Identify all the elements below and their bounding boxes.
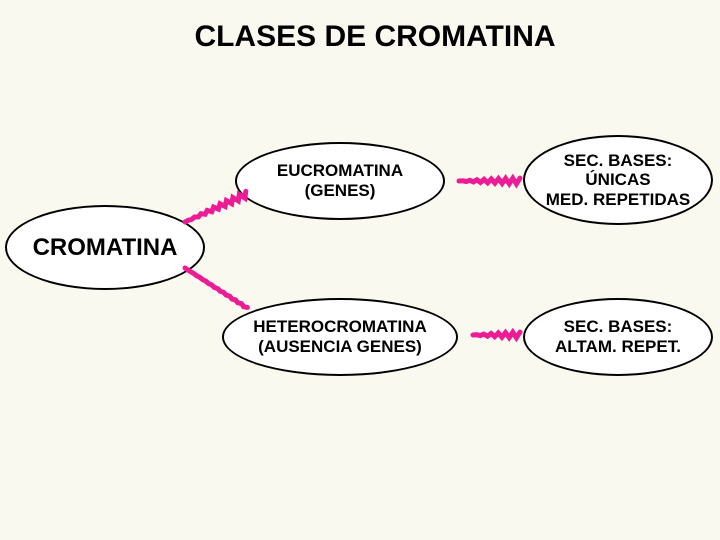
diagram-canvas: CLASES DE CROMATINA CROMATINA EUCROMATIN… [0,0,720,540]
node-text-line: ÚNICAS [546,170,691,190]
node-heterocromatina: HETEROCROMATINA(AUSENCIA GENES) [222,298,458,376]
node-cromatina: CROMATINA [5,205,205,290]
node-text-line: (GENES) [277,181,403,201]
node-text-line: SEC. BASES: [546,151,691,171]
node-text-line: MED. REPETIDAS [546,190,691,210]
node-text-line: CROMATINA [33,234,178,262]
node-text-line: HETEROCROMATINA [253,317,426,337]
node-text-line: EUCROMATINA [277,161,403,181]
node-sec-bases-altam: SEC. BASES:ALTAM. REPET. [523,298,713,376]
node-eucromatina: EUCROMATINA(GENES) [235,142,445,220]
node-text-line: ALTAM. REPET. [555,337,681,357]
node-sec-bases-unicas: SEC. BASES:ÚNICASMED. REPETIDAS [523,135,713,225]
node-text-line: (AUSENCIA GENES) [253,337,426,357]
connector-eucromatina-secbases [451,173,528,189]
connector-heterocromatina-secbases [465,327,528,343]
node-text-line: SEC. BASES: [555,317,681,337]
diagram-title: CLASES DE CROMATINA [155,20,595,54]
